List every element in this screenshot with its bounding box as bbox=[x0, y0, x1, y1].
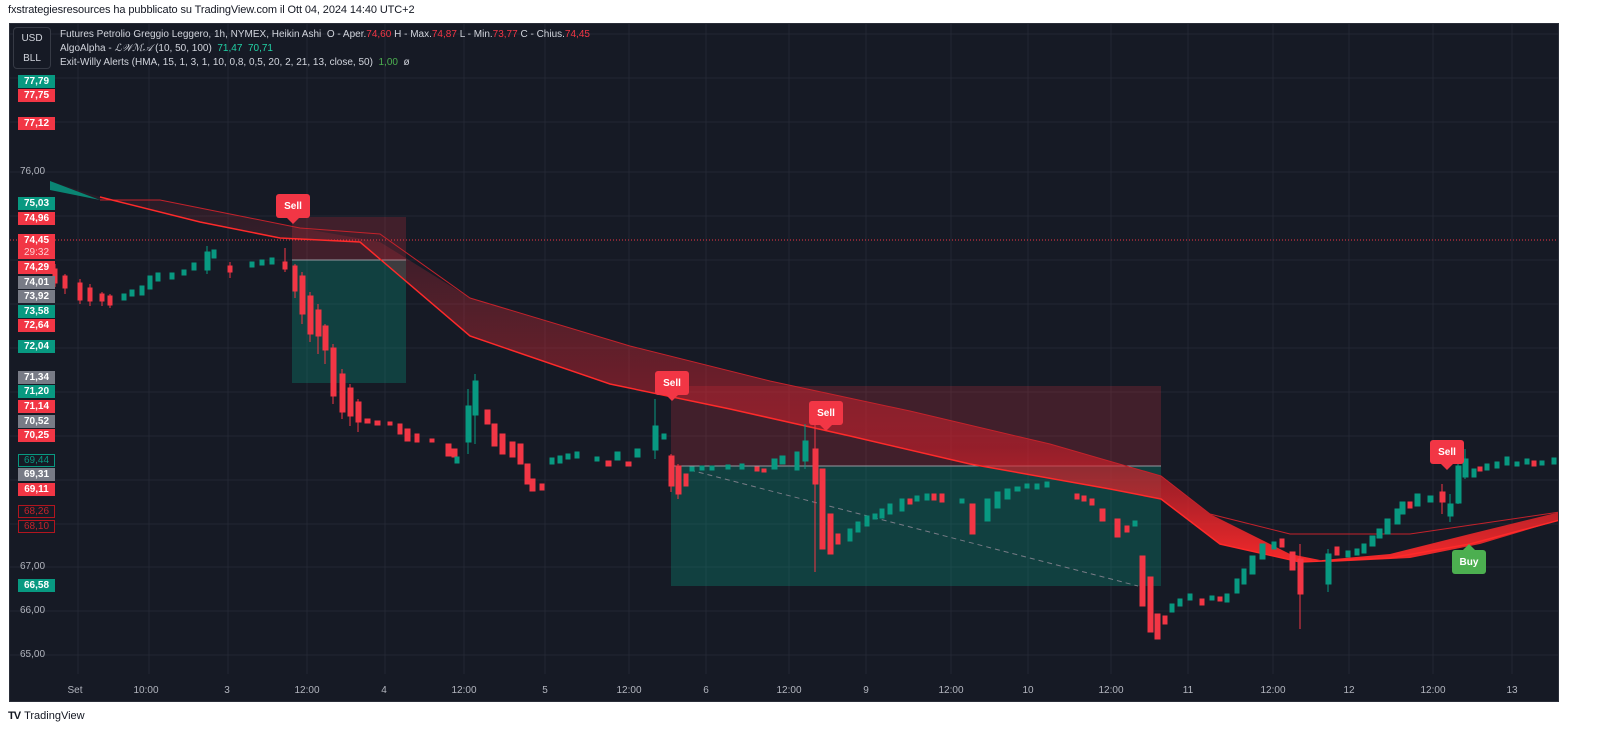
indicator-value-1: 71,47 bbox=[217, 43, 243, 54]
time-axis-label: 12:00 bbox=[1260, 685, 1286, 696]
price-tag: 71,34 bbox=[18, 371, 55, 384]
time-axis-label: 12:00 bbox=[294, 685, 320, 696]
indicator-value-2: 70,71 bbox=[247, 43, 273, 54]
price-tag: 74,29 bbox=[18, 261, 55, 274]
time-axis-label: 10 bbox=[1022, 685, 1034, 696]
indicator-name: Exit-Willy Alerts (HMA, 15, 1, 3, 1, 10,… bbox=[60, 57, 373, 68]
tradingview-logo-icon: TV bbox=[8, 710, 21, 722]
price-tag: 29:32 bbox=[18, 246, 55, 259]
sell-signal-label: Sell bbox=[276, 194, 310, 224]
price-axis-label: 66,00 bbox=[20, 605, 46, 616]
close-value: 74,45 bbox=[564, 29, 590, 40]
open-label: O - Aper. bbox=[326, 29, 367, 40]
time-axis-label: 12:00 bbox=[1098, 685, 1124, 696]
price-axis-label: 67,00 bbox=[20, 561, 46, 572]
grid-vertical bbox=[77, 24, 1513, 674]
time-axis-label: 11 bbox=[1182, 685, 1194, 696]
currency-unit-button[interactable]: USD BLL bbox=[13, 27, 51, 69]
time-axis-label: 12 bbox=[1343, 685, 1355, 696]
time-axis-label: 5 bbox=[542, 685, 548, 696]
empty-set-icon: ø bbox=[403, 57, 410, 68]
price-tag: 69,31 bbox=[18, 468, 55, 481]
time-axis-label: 4 bbox=[381, 685, 387, 696]
price-tag: 69,44 bbox=[18, 454, 55, 467]
sell-signal-label: Sell bbox=[655, 371, 689, 401]
indicator-legend-lwma[interactable]: AlgoAlpha - ℒ𝒲ℳ𝒜 (10, 50, 100) 71,47 70,… bbox=[60, 42, 590, 56]
price-tag: 75,03 bbox=[18, 197, 55, 210]
high-value: 74,87 bbox=[431, 29, 457, 40]
price-tag: 74,96 bbox=[18, 212, 55, 225]
price-tag: 71,14 bbox=[18, 400, 55, 413]
price-tag: 70,25 bbox=[18, 429, 55, 442]
price-tag: 72,64 bbox=[18, 319, 55, 332]
price-tag: 70,52 bbox=[18, 415, 55, 428]
symbol-legend[interactable]: Futures Petrolio Greggio Leggero, 1h, NY… bbox=[60, 28, 590, 42]
symbol-title: Futures Petrolio Greggio Leggero, 1h, NY… bbox=[60, 29, 322, 40]
price-tag: 68,26 bbox=[18, 505, 55, 518]
high-label: H - Max. bbox=[394, 29, 432, 40]
close-label: C - Chius. bbox=[520, 29, 565, 40]
price-axis-label: 65,00 bbox=[20, 649, 46, 660]
price-tag: 77,75 bbox=[18, 89, 55, 102]
time-axis-label: 13 bbox=[1506, 685, 1518, 696]
time-axis-label: 12:00 bbox=[938, 685, 964, 696]
time-axis-label: 12:00 bbox=[1420, 685, 1446, 696]
time-axis-label: 9 bbox=[863, 685, 869, 696]
price-tag: 72,04 bbox=[18, 340, 55, 353]
price-tag: 66,58 bbox=[18, 579, 55, 592]
time-axis-label: 3 bbox=[224, 685, 230, 696]
price-tag: 74,45 bbox=[18, 234, 55, 247]
price-axis-label: 76,00 bbox=[20, 166, 46, 177]
price-tag: 71,20 bbox=[18, 385, 55, 398]
sell-signal-label: Sell bbox=[809, 401, 843, 431]
price-tag: 69,11 bbox=[18, 483, 55, 496]
price-tag: 77,79 bbox=[18, 75, 55, 88]
indicator-params: (10, 50, 100) bbox=[152, 43, 212, 54]
time-axis-label: 12:00 bbox=[616, 685, 642, 696]
currency-label: USD bbox=[21, 32, 43, 44]
unit-label: BLL bbox=[23, 52, 41, 64]
price-tag: 77,12 bbox=[18, 117, 55, 130]
time-axis-label: 6 bbox=[703, 685, 709, 696]
indicator-name: AlgoAlpha - bbox=[60, 43, 115, 54]
low-value: 73,77 bbox=[492, 29, 518, 40]
indicator-value: 1,00 bbox=[378, 57, 398, 68]
price-tag: 68,10 bbox=[18, 520, 55, 533]
sell-signal-label: Sell bbox=[1430, 440, 1464, 470]
chart-panel[interactable]: USD BLL Futures Petrolio Greggio Leggero… bbox=[9, 23, 1559, 702]
low-label: L - Min. bbox=[459, 29, 493, 40]
lwma-ribbon bbox=[50, 181, 1558, 563]
price-tag: 74,01 bbox=[18, 276, 55, 289]
buy-signal-label: Buy bbox=[1452, 544, 1486, 574]
brand-name: TradingView bbox=[24, 710, 85, 722]
tradingview-branding[interactable]: TV TradingView bbox=[8, 710, 85, 722]
chart-legend: Futures Petrolio Greggio Leggero, 1h, NY… bbox=[60, 28, 590, 70]
indicator-legend-exit-willy[interactable]: Exit-Willy Alerts (HMA, 15, 1, 3, 1, 10,… bbox=[60, 56, 590, 70]
time-axis-label: Set bbox=[67, 685, 83, 696]
time-axis-label: 10:00 bbox=[133, 685, 159, 696]
chart-canvas[interactable] bbox=[10, 24, 1559, 702]
open-value: 74,60 bbox=[366, 29, 392, 40]
candles bbox=[52, 246, 1557, 640]
publish-info: fxstrategiesresources ha pubblicato su T… bbox=[8, 4, 415, 16]
indicator-fancy-name: ℒ𝒲ℳ𝒜 bbox=[114, 43, 153, 54]
time-axis-label: 12:00 bbox=[776, 685, 802, 696]
time-axis-label: 12:00 bbox=[451, 685, 477, 696]
price-tag: 73,58 bbox=[18, 305, 55, 318]
price-tag: 73,92 bbox=[18, 290, 55, 303]
